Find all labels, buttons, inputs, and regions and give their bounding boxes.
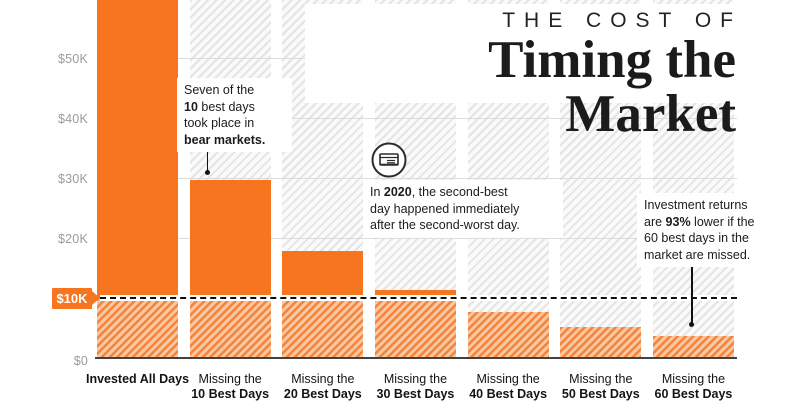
- threshold-dash: [100, 297, 737, 299]
- x-axis-label: Missing the 10 Best Days: [191, 372, 270, 401]
- y-axis-tick-label: $40K: [58, 112, 88, 126]
- bar-below-threshold: [189, 298, 271, 358]
- annotation-2020: In 2020, the second-best day happened imm…: [363, 180, 563, 238]
- threshold-dashed-line: [100, 295, 737, 301]
- bar: [97, 0, 178, 298]
- x-axis-label: Missing the 40 Best Days: [469, 372, 548, 401]
- bar: [189, 179, 271, 298]
- annotation-arrow: [691, 267, 693, 323]
- bar-below-threshold: [560, 326, 642, 358]
- bar: [282, 251, 364, 298]
- bar-below-threshold: [652, 335, 734, 358]
- x-axis-label: Missing the 30 Best Days: [376, 372, 455, 401]
- annotation-bear-markets: Seven of the 10 best days took place in bea…: [177, 78, 292, 152]
- bar-below-threshold: [97, 298, 178, 358]
- annotation-arrow-tip: [204, 170, 210, 175]
- x-axis-label: Missing the 50 Best Days: [561, 372, 640, 401]
- gridline: [97, 118, 737, 119]
- x-axis-label: Missing the 60 Best Days: [654, 372, 733, 401]
- y-axis-tick-label: $20K: [58, 232, 88, 246]
- title-kicker: THE COST OF: [502, 9, 742, 32]
- bar-below-threshold: [467, 311, 549, 358]
- bar: [374, 290, 456, 298]
- gridline: [97, 178, 737, 179]
- y-axis-tick-label: $50K: [58, 52, 88, 66]
- x-axis-label: Invested All Days: [85, 372, 190, 386]
- threshold-tag-pointer-icon: [92, 291, 100, 305]
- page-title: Timing the Market: [488, 31, 736, 144]
- title-block: THE COST OF Timing the Market: [305, 4, 800, 141]
- annotation-returns: Investment returns are 93% lower if the 60…: [637, 193, 767, 267]
- annotation-arrow-tip: [689, 322, 694, 327]
- x-axis-baseline: [95, 357, 737, 359]
- y-axis-tick-label: $30K: [58, 172, 88, 186]
- annotation-arrow: [206, 152, 208, 171]
- x-axis-label: Missing the 20 Best Days: [283, 372, 362, 401]
- bar-below-threshold: [374, 298, 456, 358]
- bar-below-threshold: [282, 298, 364, 358]
- threshold-label-tag: $10K: [52, 288, 92, 309]
- newspaper-icon: [371, 142, 407, 178]
- gridline: [97, 238, 737, 239]
- y-axis-tick-label: $0: [73, 354, 88, 368]
